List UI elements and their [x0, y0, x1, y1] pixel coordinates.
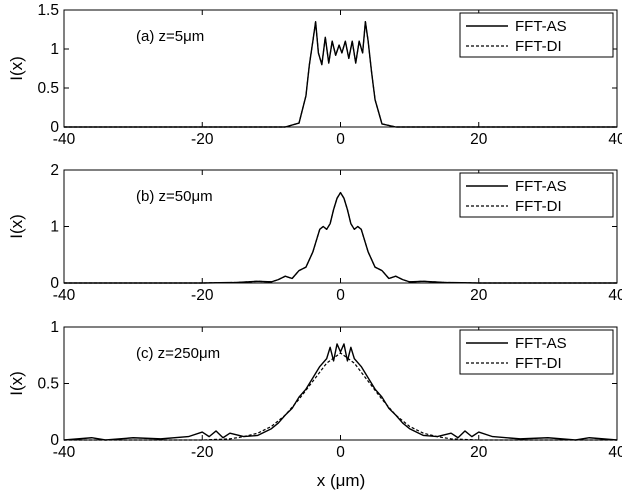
legend-box [459, 329, 614, 375]
x-tick-label: 40 [608, 287, 622, 304]
x-tick-label: 0 [336, 287, 345, 304]
y-tick-label: 1 [50, 219, 59, 236]
legend-label: FFT-DI [515, 198, 562, 215]
legend-box [459, 172, 614, 218]
x-tick-label: 0 [336, 444, 345, 461]
series-line-fft-as [64, 191, 617, 284]
legend-label: FFT-DI [515, 38, 562, 55]
x-tick-label: 20 [470, 287, 488, 304]
y-tick-label: 0.5 [37, 80, 59, 97]
y-tick-label: 0 [50, 275, 59, 292]
legend-label: FFT-AS [515, 335, 567, 352]
legend-label: FFT-DI [515, 355, 562, 372]
y-tick-label: 0 [50, 432, 59, 449]
y-axis-title: I(x) [7, 371, 26, 396]
x-axis-title: x (μm) [317, 471, 366, 490]
series-line-fft-as [64, 21, 617, 128]
panel-2: -40 -20 0 20 40 0 1 2 I(x) (b) z=50μm FFT-AS FFT-DI [7, 162, 622, 304]
panel-annotation: (c) z=250μm [136, 345, 220, 362]
panel-3: -40 -20 0 20 40 0 0.5 1 I(x) (c) z=250μm FFT-AS FFT… [7, 319, 622, 461]
y-tick-label: 1 [50, 319, 59, 336]
y-axis-title: I(x) [7, 56, 26, 81]
y-tick-label: 1.5 [37, 2, 59, 19]
panel-annotation: (b) z=50μm [136, 188, 213, 205]
series-line-fft-di [64, 352, 617, 441]
legend-label: FFT-AS [515, 178, 567, 195]
y-tick-label: 0.5 [37, 376, 59, 393]
x-tick-label: -40 [53, 131, 76, 148]
x-tick-label: 20 [470, 131, 488, 148]
y-tick-label: 2 [50, 162, 59, 179]
x-tick-label: 40 [608, 131, 622, 148]
legend-box [459, 12, 614, 58]
x-tick-label: 40 [608, 444, 622, 461]
panel-1: -40 -20 0 20 40 0 0.5 1 1.5 I(x) (a) z=5μm FFT-AS FF… [7, 2, 622, 148]
x-tick-label: 0 [336, 131, 345, 148]
y-axis-title: I(x) [7, 214, 26, 239]
x-tick-label: -40 [53, 287, 76, 304]
x-tick-label: 20 [470, 444, 488, 461]
x-tick-label: -40 [53, 444, 76, 461]
x-tick-label: -20 [191, 287, 214, 304]
x-tick-label: -20 [191, 131, 214, 148]
x-tick-label: -20 [191, 444, 214, 461]
panel-annotation: (a) z=5μm [136, 28, 204, 45]
y-tick-label: 0 [50, 119, 59, 136]
series-line-fft-as [63, 343, 618, 441]
y-tick-label: 1 [50, 41, 59, 58]
legend-label: FFT-AS [515, 18, 567, 35]
